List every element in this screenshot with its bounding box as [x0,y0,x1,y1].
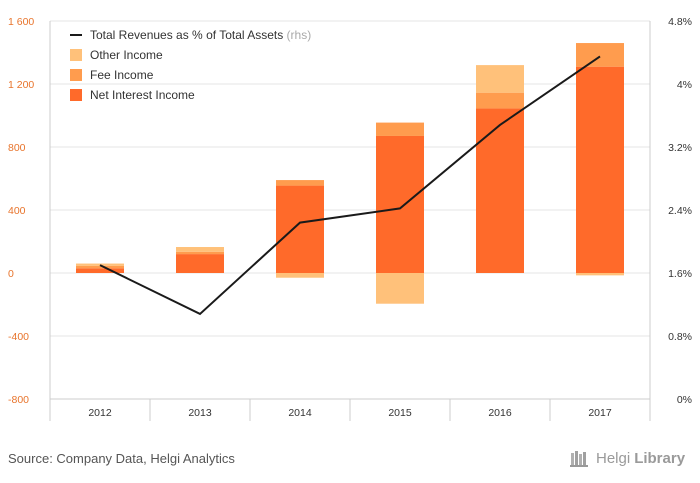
legend-swatch [70,69,82,81]
bar-other-income [176,247,224,252]
legend-swatch [70,49,82,61]
bar-net-interest-income [276,185,324,273]
legend-label-suffix: (rhs) [283,28,311,42]
legend-label: Total Revenues as % of Total Assets (rhs… [90,28,311,42]
bar-fee-income [176,251,224,255]
legend-label: Net Interest Income [90,88,195,102]
left-tick-label: 1 200 [8,79,34,91]
bar-fee-income [376,122,424,136]
line-total-revenues-pct-assets [99,55,601,316]
right-tick-label: 4% [677,79,692,91]
logo-text-2: Library [634,449,686,467]
right-tick-label: 0% [677,394,692,406]
helgi-library-logo: Helgi Library [570,449,685,467]
category-label: 2012 [88,407,112,419]
right-tick-label: 3.2% [668,142,692,154]
source-note: Source: Company Data, Helgi Analytics [8,451,235,466]
left-tick-label: -800 [8,394,29,406]
right-tick-label: 4.8% [668,16,692,28]
bar-other-income [276,273,324,278]
logo-text-1: Helgi [596,449,631,467]
right-tick-label: 2.4% [668,205,692,217]
category-label: 2013 [188,407,212,419]
legend-swatch [70,89,82,101]
left-tick-label: 800 [8,142,26,154]
bar-net-interest-income [376,135,424,273]
bar-other-income [76,263,124,266]
bar-fee-income [276,180,324,186]
left-tick-label: -400 [8,331,29,343]
bar-fee-income [476,92,524,109]
bar-net-interest-income [476,108,524,273]
bar-other-income [376,273,424,304]
right-tick-label: 0.8% [668,331,692,343]
left-tick-label: 0 [8,268,14,280]
bar-other-income [576,273,624,276]
category-label: 2017 [588,407,612,419]
bar-fee-income [576,43,624,67]
bar-net-interest-income [576,66,624,273]
bar-other-income [476,65,524,93]
category-label: 2015 [388,407,412,419]
bar-net-interest-income [76,268,124,273]
library-icon [570,451,588,467]
left-tick-label: 1 600 [8,16,34,28]
category-label: 2014 [288,407,312,419]
category-label: 2016 [488,407,512,419]
bar-net-interest-income [176,254,224,273]
left-tick-label: 400 [8,205,26,217]
right-tick-label: 1.6% [668,268,692,280]
legend-label: Other Income [90,48,163,62]
legend-label: Fee Income [90,68,154,82]
bar-fee-income [76,265,124,269]
